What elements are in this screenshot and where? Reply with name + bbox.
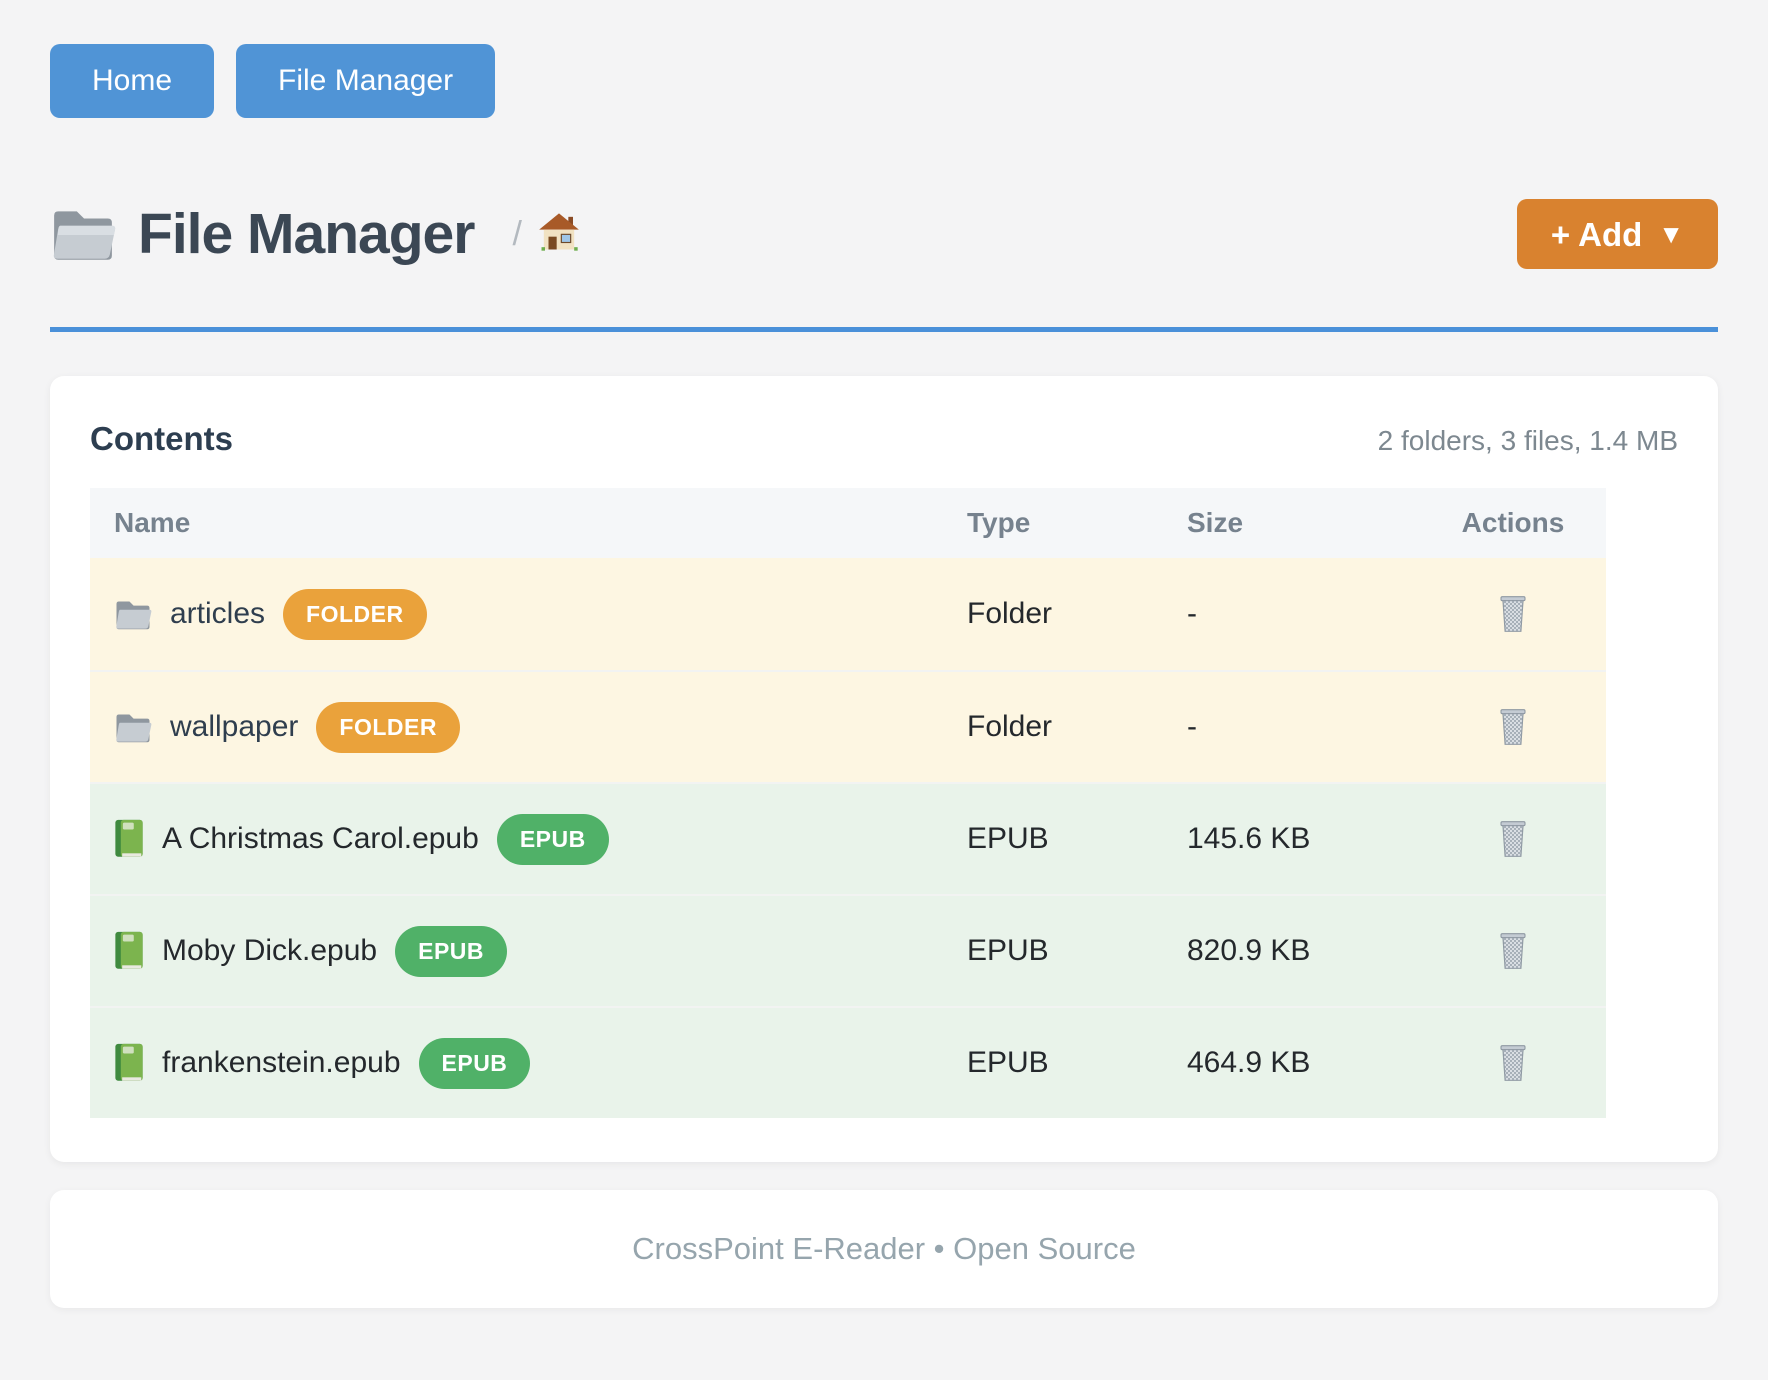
type-cell: EPUB [967, 1046, 1049, 1079]
column-header-actions: Actions [1461, 507, 1565, 538]
column-header-name: Name [114, 507, 191, 538]
contents-heading: Contents [90, 420, 233, 457]
delete-button[interactable] [1493, 927, 1533, 975]
house-icon [538, 212, 580, 257]
nav-home-button[interactable]: Home [50, 44, 215, 118]
file-name-link[interactable]: Moby Dick.epub [162, 934, 378, 967]
column-header-type: Type [967, 507, 1031, 538]
page-header: File Manager / + Add ▼ [50, 198, 1718, 270]
file-name-link[interactable]: A Christmas Carol.epub [162, 822, 479, 855]
size-cell: 464.9 KB [1187, 1046, 1311, 1079]
table-row: frankenstein.epub EPUB EPUB 464.9 KB [90, 1006, 1606, 1118]
add-button-label: + Add [1550, 215, 1643, 253]
size-cell: 145.6 KB [1187, 822, 1311, 855]
type-badge: FOLDER [283, 588, 427, 640]
folder-icon [114, 598, 152, 631]
folder-icon [50, 205, 116, 263]
table-row: Moby Dick.epub EPUB EPUB 820.9 KB [90, 894, 1606, 1006]
type-badge: EPUB [395, 925, 508, 977]
contents-table: Name Type Size Actions articles FOLDER F… [90, 488, 1606, 1118]
file-name-link[interactable]: frankenstein.epub [162, 1046, 401, 1079]
trash-icon [1497, 819, 1529, 859]
header-divider [50, 327, 1718, 332]
contents-summary: 2 folders, 3 files, 1.4 MB [1377, 425, 1678, 456]
contents-card-header: Contents 2 folders, 3 files, 1.4 MB [90, 420, 1678, 458]
size-cell: - [1187, 597, 1197, 630]
breadcrumb-separator: / [512, 214, 522, 253]
chevron-down-icon: ▼ [1658, 219, 1684, 249]
book-icon [114, 818, 144, 860]
table-header-row: Name Type Size Actions [90, 488, 1606, 558]
column-header-size: Size [1187, 507, 1244, 538]
delete-button[interactable] [1493, 1039, 1533, 1087]
trash-icon [1497, 931, 1529, 971]
delete-button[interactable] [1493, 703, 1533, 751]
book-icon [114, 930, 144, 972]
table-row: wallpaper FOLDER Folder - [90, 670, 1606, 782]
table-row: A Christmas Carol.epub EPUB EPUB 145.6 K… [90, 782, 1606, 894]
type-cell: EPUB [967, 934, 1049, 967]
contents-card: Contents 2 folders, 3 files, 1.4 MB Name… [50, 376, 1718, 1162]
page-title: File Manager [138, 202, 475, 266]
table-row: articles FOLDER Folder - [90, 558, 1606, 670]
footer-text: CrossPoint E-Reader • Open Source [632, 1231, 1136, 1266]
nav-file-manager-button[interactable]: File Manager [236, 44, 496, 118]
type-cell: Folder [967, 710, 1053, 743]
type-badge: FOLDER [316, 701, 460, 753]
trash-icon [1497, 707, 1529, 747]
book-icon [114, 1042, 144, 1084]
type-cell: Folder [967, 597, 1053, 630]
trash-icon [1497, 1043, 1529, 1083]
type-cell: EPUB [967, 822, 1049, 855]
type-badge: EPUB [496, 813, 609, 865]
size-cell: - [1187, 710, 1197, 743]
breadcrumb-home-link[interactable] [538, 212, 580, 257]
file-name-link[interactable]: articles [170, 597, 266, 630]
footer-card: CrossPoint E-Reader • Open Source [50, 1190, 1718, 1308]
add-button[interactable]: + Add ▼ [1516, 199, 1718, 269]
file-name-link[interactable]: wallpaper [170, 710, 299, 743]
delete-button[interactable] [1493, 590, 1533, 638]
folder-icon [114, 711, 152, 744]
delete-button[interactable] [1493, 815, 1533, 863]
type-badge: EPUB [418, 1037, 531, 1089]
top-nav: Home File Manager [50, 44, 1718, 118]
size-cell: 820.9 KB [1187, 934, 1311, 967]
trash-icon [1497, 594, 1529, 634]
